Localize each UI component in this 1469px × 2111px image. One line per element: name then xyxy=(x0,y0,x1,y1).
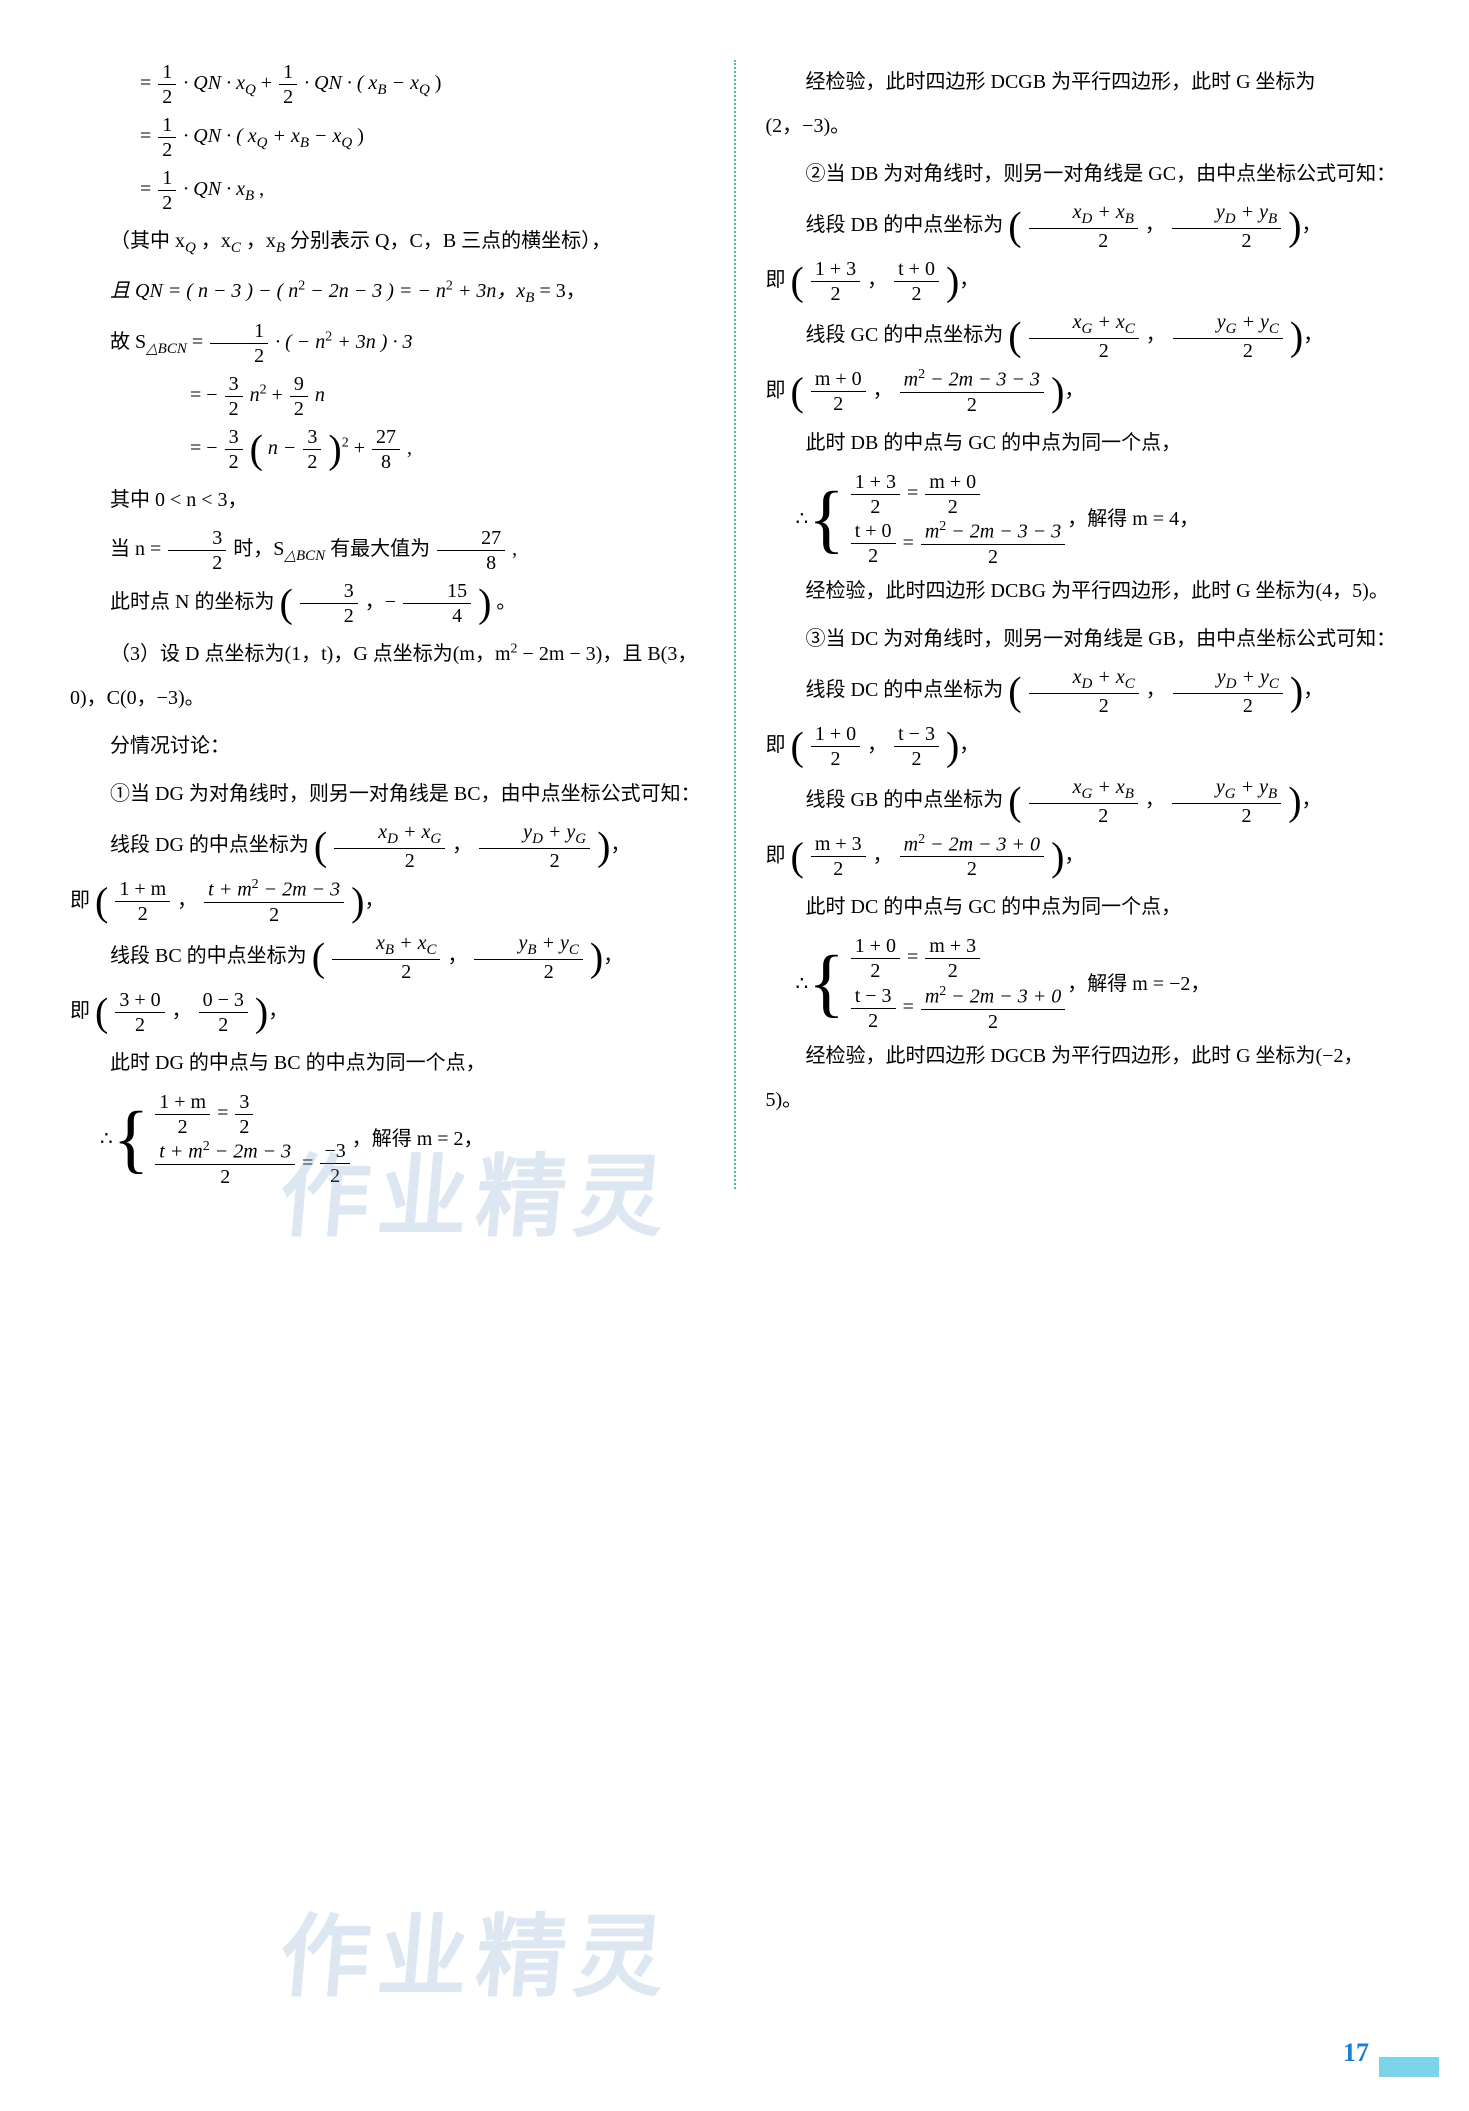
right-column: 经检验，此时四边形 DCGB 为平行四边形，此时 G 坐标为(2，−3)。 ②当… xyxy=(766,60,1400,1189)
paragraph: 且 QN = ( n − 3 ) − ( n2 − 2n − 3 ) = − n… xyxy=(70,269,704,315)
paragraph: 线段 GC 的中点坐标为 ( xG + xC2 ， yG + yC2 )， xyxy=(766,310,1400,363)
equation-line: = 12 · QN · xQ + 12 · QN · ( xB − xQ ) xyxy=(140,60,704,109)
left-column: = 12 · QN · xQ + 12 · QN · ( xB − xQ ) =… xyxy=(70,60,704,1189)
eq-text: = xyxy=(140,72,156,94)
paragraph: 即 ( 3 + 02 ， 0 − 32 )， xyxy=(70,988,704,1037)
paragraph: 经检验，此时四边形 DCGB 为平行四边形，此时 G 坐标为(2，−3)。 xyxy=(766,60,1400,148)
paragraph: 经检验，此时四边形 DGCB 为平行四边形，此时 G 坐标为(−2，5)。 xyxy=(766,1034,1400,1122)
paragraph: （3）设 D 点坐标为(1，t)，G 点坐标为(m，m2 − 2m − 3)，且… xyxy=(70,632,704,720)
equation-system: ∴ { 1 + m2 = 32 t + m2 − 2m − 32 = −32 ，… xyxy=(100,1089,704,1189)
paragraph: 即 ( m + 32 ， m2 − 2m − 3 + 02 )， xyxy=(766,832,1400,882)
paragraph: 此时点 N 的坐标为 ( 32 ，− 154 ) 。 xyxy=(70,579,704,628)
equation-system: ∴ { 1 + 02 = m + 32 t − 32 = m2 − 2m − 3… xyxy=(796,933,1400,1033)
paragraph: ③当 DC 为对角线时，则另一对角线是 GB，由中点坐标公式可知： xyxy=(766,617,1400,661)
equation-system: ∴ { 1 + 32 = m + 02 t + 02 = m2 − 2m − 3… xyxy=(796,469,1400,569)
equation-line: = − 32 ( n − 32 )2 + 278 , xyxy=(190,425,704,474)
paragraph: 线段 GB 的中点坐标为 ( xG + xB2 ， yG + yB2 )， xyxy=(766,775,1400,828)
equation-line: = − 32 n2 + 92 n xyxy=(190,372,704,421)
page-number: 17 xyxy=(1343,2024,1369,2081)
watermark: 作业精灵 xyxy=(271,1860,680,2058)
paragraph: 其中 0 < n < 3， xyxy=(70,478,704,522)
paragraph: 此时 DG 的中点与 BC 的中点为同一个点， xyxy=(70,1041,704,1085)
paragraph: 即 ( 1 + m2 ， t + m2 − 2m − 32 )， xyxy=(70,877,704,927)
paragraph: 故 S△BCN = 12 · ( − n2 + 3n ) · 3 xyxy=(70,319,704,368)
paragraph: 线段 DC 的中点坐标为 ( xD + xC2 ， yD + yC2 )， xyxy=(766,665,1400,718)
equation-line: = 12 · QN · xB , xyxy=(140,166,704,215)
paragraph: 当 n = 32 时，S△BCN 有最大值为 278 , xyxy=(70,526,704,575)
paragraph: 分情况讨论： xyxy=(70,724,704,768)
paragraph: 此时 DC 的中点与 GC 的中点为同一个点， xyxy=(766,885,1400,929)
paragraph: 线段 BC 的中点坐标为 ( xB + xC2 ， yB + yC2 )， xyxy=(70,931,704,984)
paragraph: ①当 DG 为对角线时，则另一对角线是 BC，由中点坐标公式可知： xyxy=(70,772,704,816)
paragraph: 即 ( m + 02 ， m2 − 2m − 3 − 32 )， xyxy=(766,367,1400,417)
page-decoration-bar xyxy=(1379,2057,1439,2077)
paragraph: 即 ( 1 + 32 ， t + 02 )， xyxy=(766,257,1400,306)
paragraph: （其中 xQ ，xC ，xB 分别表示 Q，C，B 三点的横坐标）， xyxy=(70,219,704,265)
paragraph: 此时 DB 的中点与 GC 的中点为同一个点， xyxy=(766,421,1400,465)
equation-line: = 12 · QN · ( xQ + xB − xQ ) xyxy=(140,113,704,162)
paragraph: 线段 DB 的中点坐标为 ( xD + xB2 ， yD + yB2 )， xyxy=(766,200,1400,253)
column-divider xyxy=(734,60,736,1189)
paragraph: 即 ( 1 + 02 ， t − 32 )， xyxy=(766,722,1400,771)
paragraph: 线段 DG 的中点坐标为 ( xD + xG2 ， yD + yG2 )， xyxy=(70,820,704,873)
paragraph: ②当 DB 为对角线时，则另一对角线是 GC，由中点坐标公式可知： xyxy=(766,152,1400,196)
paragraph: 经检验，此时四边形 DCBG 为平行四边形，此时 G 坐标为(4，5)。 xyxy=(766,569,1400,613)
